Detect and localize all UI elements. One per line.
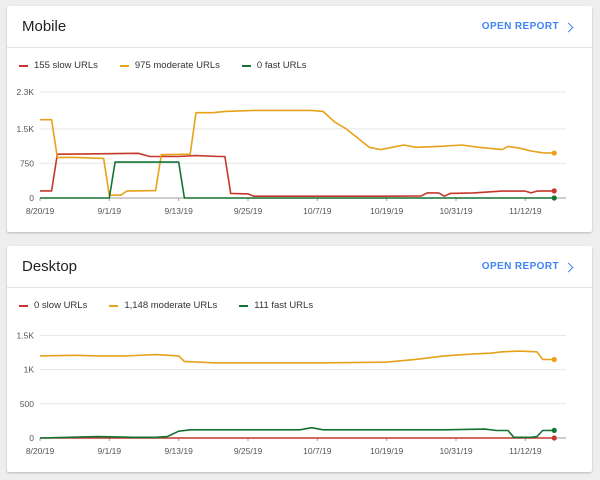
- legend-swatch: [119, 64, 129, 67]
- legend-label: 0 fast URLs: [256, 60, 307, 71]
- x-tick-label: 10/31/19: [439, 206, 472, 216]
- open-report-label: OPEN REPORT: [481, 261, 559, 272]
- y-tick-label: 2.3K: [17, 87, 35, 97]
- x-tick-label: 8/20/19: [26, 206, 55, 216]
- legend-item-fast[interactable]: 0 fast URLs: [241, 60, 307, 71]
- desktop-card-header: Desktop OPEN REPORT: [7, 246, 592, 288]
- mobile-card: Mobile OPEN REPORT 155 slow URLs 975 mod…: [7, 6, 592, 232]
- series-end-point-fast: [551, 427, 557, 434]
- x-tick-label: 11/12/19: [509, 446, 542, 456]
- legend-item-moderate[interactable]: 1,148 moderate URLs: [109, 300, 217, 311]
- x-tick-label: 9/13/19: [164, 446, 193, 456]
- mobile-card-header: Mobile OPEN REPORT: [7, 6, 592, 48]
- card-title: Mobile: [22, 18, 67, 35]
- y-tick-label: 1K: [24, 365, 35, 375]
- mobile-chart[interactable]: 0 750 1.5K 2.3K 8/20/19 9/1/19 9/13/19 9/25/19 1…: [7, 6, 592, 232]
- y-tick-label: 500: [20, 399, 34, 409]
- x-tick-label: 9/13/19: [164, 206, 193, 216]
- desktop-card: Desktop OPEN REPORT 0 slow URLs 1,148 mo…: [7, 246, 592, 472]
- desktop-chart[interactable]: 0 500 1K 1.5K 8/20/19 9/1/19 9/13/19 9/25/19 10/…: [7, 246, 592, 472]
- series-end-point-moderate: [551, 150, 557, 156]
- legend-item-fast[interactable]: 111 fast URLs: [239, 300, 313, 311]
- open-report-button[interactable]: OPEN REPORT: [481, 21, 574, 32]
- open-report-label: OPEN REPORT: [481, 21, 559, 32]
- x-tick-label: 9/1/19: [98, 206, 122, 216]
- chart-legend: 155 slow URLs 975 moderate URLs 0 fast U…: [19, 60, 329, 71]
- x-tick-label: 9/25/19: [234, 206, 263, 216]
- series-line-moderate[interactable]: [39, 350, 555, 364]
- x-tick-label: 10/31/19: [439, 446, 472, 456]
- legend-item-moderate[interactable]: 975 moderate URLs: [119, 60, 220, 71]
- chart-legend: 0 slow URLs 1,148 moderate URLs 111 fast…: [19, 300, 335, 311]
- legend-label: 155 slow URLs: [34, 60, 98, 71]
- y-tick-label: 0: [29, 193, 34, 203]
- series-end-point-slow: [551, 435, 557, 441]
- legend-swatch: [19, 304, 28, 307]
- legend-item-slow[interactable]: 155 slow URLs: [19, 60, 98, 71]
- series-end-point-slow: [551, 188, 557, 194]
- legend-label: 0 slow URLs: [34, 300, 88, 311]
- series-end-point-fast: [551, 195, 557, 201]
- x-tick-label: 8/20/19: [26, 446, 55, 456]
- y-tick-label: 1.5K: [17, 330, 35, 340]
- legend-swatch: [109, 304, 119, 307]
- x-tick-label: 9/1/19: [98, 446, 122, 456]
- series-line-fast[interactable]: [39, 426, 555, 439]
- legend-swatch: [19, 64, 28, 67]
- legend-label: 111 fast URLs: [254, 300, 314, 311]
- x-tick-label: 11/12/19: [509, 206, 542, 216]
- x-tick-label: 10/7/19: [303, 446, 332, 456]
- series-line-moderate[interactable]: [40, 109, 555, 196]
- x-tick-label: 10/19/19: [370, 206, 403, 216]
- legend-swatch: [241, 64, 251, 67]
- card-title: Desktop: [22, 258, 78, 275]
- x-tick-label: 10/19/19: [370, 446, 403, 456]
- legend-label: 1,148 moderate URLs: [124, 300, 218, 311]
- y-tick-label: 1.5K: [17, 124, 35, 134]
- series-line-slow[interactable]: [40, 152, 555, 197]
- series-end-point-moderate: [551, 356, 557, 363]
- x-tick-label: 10/7/19: [303, 206, 332, 216]
- legend-label: 975 moderate URLs: [134, 60, 220, 71]
- legend-item-slow[interactable]: 0 slow URLs: [19, 300, 87, 311]
- legend-swatch: [239, 304, 249, 307]
- open-report-button[interactable]: OPEN REPORT: [481, 261, 574, 272]
- y-tick-label: 0: [29, 433, 34, 443]
- x-tick-label: 9/25/19: [234, 446, 263, 456]
- series-line-fast[interactable]: [40, 161, 555, 199]
- y-tick-label: 750: [20, 158, 34, 168]
